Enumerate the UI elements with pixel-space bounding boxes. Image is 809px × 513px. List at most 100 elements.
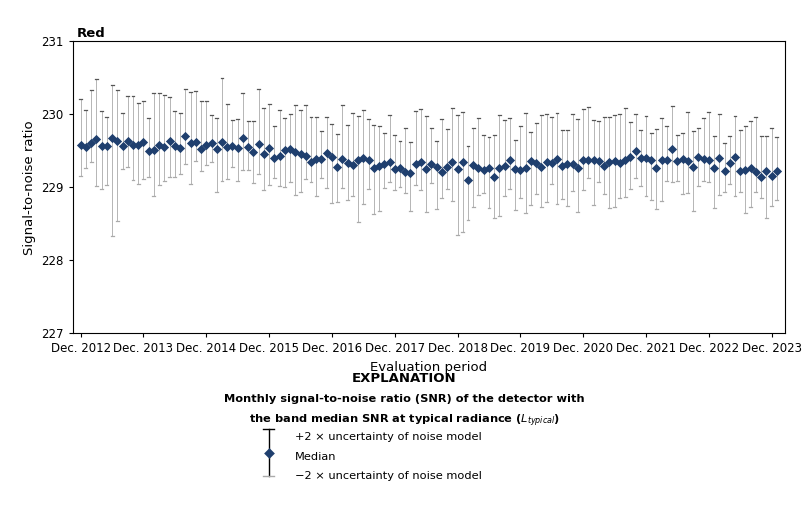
Point bbox=[509, 165, 522, 173]
Point bbox=[195, 145, 208, 153]
Text: +2 × uncertainty of noise model: +2 × uncertainty of noise model bbox=[295, 432, 482, 442]
Point bbox=[352, 155, 365, 164]
Point bbox=[456, 158, 469, 166]
Point bbox=[399, 168, 412, 176]
Point bbox=[760, 167, 773, 175]
Point bbox=[273, 152, 286, 161]
Point bbox=[121, 137, 134, 145]
Point bbox=[692, 153, 705, 161]
Point bbox=[540, 157, 553, 166]
Point bbox=[650, 164, 663, 172]
Point bbox=[545, 159, 558, 167]
Point bbox=[723, 159, 736, 167]
Point bbox=[587, 156, 600, 165]
Point bbox=[315, 155, 328, 163]
Point bbox=[116, 142, 129, 150]
Point bbox=[304, 157, 317, 166]
Point bbox=[749, 168, 762, 176]
Point bbox=[640, 154, 653, 162]
Point bbox=[252, 140, 265, 148]
Point bbox=[289, 148, 302, 156]
Point bbox=[477, 166, 490, 174]
Point bbox=[168, 142, 181, 150]
Point bbox=[257, 150, 270, 158]
Point bbox=[90, 135, 103, 143]
Point bbox=[467, 161, 480, 169]
Point bbox=[530, 159, 543, 167]
Point bbox=[755, 173, 768, 181]
Point bbox=[556, 162, 569, 170]
Point bbox=[226, 142, 239, 150]
Point bbox=[624, 153, 637, 162]
Point bbox=[577, 156, 590, 164]
Point bbox=[153, 141, 166, 149]
Point bbox=[325, 153, 338, 161]
Point bbox=[603, 157, 616, 166]
Point bbox=[608, 157, 621, 165]
Point bbox=[488, 172, 501, 181]
Point bbox=[299, 152, 312, 160]
Point bbox=[441, 163, 454, 171]
Point bbox=[393, 164, 406, 172]
Point bbox=[346, 161, 359, 169]
Point bbox=[362, 155, 375, 164]
Point bbox=[734, 167, 747, 175]
Point bbox=[100, 142, 113, 150]
Point bbox=[205, 139, 218, 147]
Point bbox=[498, 162, 511, 170]
Point bbox=[284, 145, 297, 153]
Point bbox=[336, 154, 349, 163]
Text: Median: Median bbox=[295, 451, 337, 462]
Text: Red: Red bbox=[76, 27, 105, 40]
Point bbox=[278, 146, 291, 154]
Point bbox=[294, 150, 307, 159]
Text: EXPLANATION: EXPLANATION bbox=[352, 372, 457, 385]
Point bbox=[676, 155, 689, 164]
Point bbox=[268, 154, 281, 163]
Point bbox=[524, 157, 537, 165]
Point bbox=[503, 156, 516, 165]
Point bbox=[179, 132, 192, 140]
Point bbox=[708, 164, 721, 172]
Point bbox=[126, 141, 139, 149]
Point bbox=[744, 164, 757, 172]
Point bbox=[566, 160, 579, 168]
Point bbox=[414, 158, 427, 166]
Point bbox=[430, 163, 443, 171]
Point bbox=[79, 143, 92, 151]
Point bbox=[200, 141, 213, 149]
Point bbox=[681, 157, 694, 165]
Point bbox=[592, 157, 605, 165]
Point bbox=[158, 143, 171, 151]
Point bbox=[655, 155, 668, 164]
Point bbox=[85, 139, 98, 147]
Point bbox=[262, 448, 275, 457]
Point bbox=[446, 158, 459, 166]
Point bbox=[634, 154, 647, 163]
Point bbox=[247, 148, 260, 156]
Point bbox=[514, 166, 527, 174]
Point bbox=[697, 155, 710, 164]
Point bbox=[435, 168, 448, 176]
Point bbox=[645, 155, 658, 164]
Point bbox=[74, 141, 87, 149]
Point bbox=[163, 136, 176, 145]
Point bbox=[551, 155, 564, 163]
Point bbox=[331, 163, 344, 171]
Point bbox=[147, 146, 160, 154]
Point bbox=[472, 164, 485, 172]
Point bbox=[215, 138, 228, 146]
Point bbox=[482, 164, 495, 172]
Point bbox=[137, 137, 150, 146]
Point bbox=[666, 145, 679, 153]
Point bbox=[242, 143, 255, 151]
Point bbox=[367, 164, 380, 172]
Point bbox=[420, 165, 433, 173]
Point bbox=[702, 155, 715, 164]
Point bbox=[320, 149, 333, 157]
Text: the band median SNR at typical radiance ($L_{\it{typical}}$): the band median SNR at typical radiance … bbox=[249, 413, 560, 429]
Point bbox=[189, 138, 202, 146]
Point bbox=[535, 163, 548, 171]
Point bbox=[729, 153, 742, 161]
Point bbox=[629, 147, 642, 155]
